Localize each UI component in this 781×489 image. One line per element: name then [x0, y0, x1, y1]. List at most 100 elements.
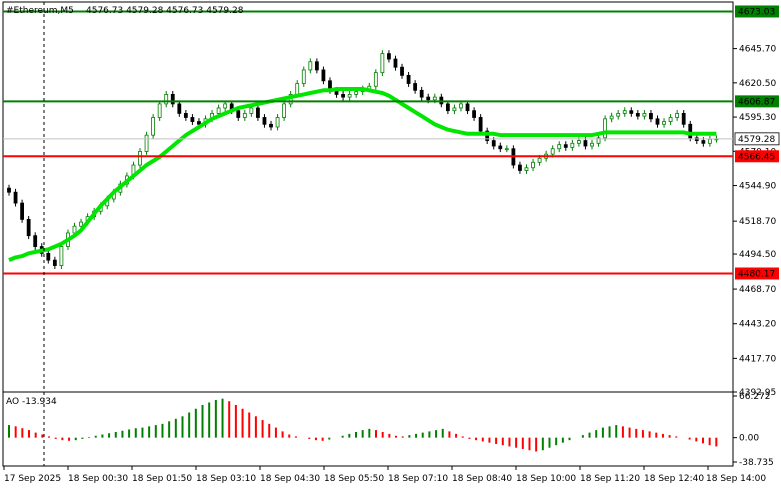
candle-body — [622, 110, 627, 114]
price-axis-label: 4494.50 — [739, 250, 776, 260]
resistance-level-tag — [735, 5, 779, 18]
ao-pane-frame — [2, 391, 734, 467]
candle-body — [321, 69, 326, 82]
candle — [563, 141, 568, 151]
candle — [419, 86, 424, 101]
candle — [635, 110, 640, 120]
time-axis-label: 18 Sep 07:10 — [388, 474, 448, 484]
candle-body — [314, 61, 319, 71]
ao-axis-label: -38.735 — [739, 458, 774, 468]
candle-body — [491, 140, 496, 147]
candle-body — [406, 74, 411, 84]
ohlc-readout: 4576.73 4579.28 4576.73 4579.28 — [86, 6, 244, 16]
candle-body — [52, 259, 57, 266]
candle-body — [256, 107, 260, 118]
candle — [269, 120, 273, 131]
candle — [531, 158, 535, 172]
candle-body — [308, 61, 313, 71]
symbol-label: #Ethereum,M5 — [6, 6, 74, 16]
candle-body — [387, 53, 391, 60]
time-axis-label: 18 Sep 10:00 — [516, 474, 576, 484]
candle — [308, 58, 313, 74]
candle — [373, 69, 378, 90]
candle-body — [576, 140, 581, 144]
candle-body — [373, 72, 378, 87]
candle — [668, 114, 673, 125]
candle — [13, 188, 18, 207]
candle-body — [419, 89, 424, 98]
time-axis-label: 18 Sep 12:40 — [644, 474, 704, 484]
time-axis-label: 18 Sep 00:30 — [68, 474, 128, 484]
time-axis-label: 18 Sep 03:10 — [196, 474, 256, 484]
candle — [570, 139, 575, 151]
candle — [7, 184, 11, 196]
candle-body — [177, 103, 182, 114]
candle-body — [478, 117, 483, 132]
candle-body — [157, 103, 162, 118]
candle — [151, 114, 156, 139]
candle — [347, 90, 352, 101]
price-axis-label: 4468.70 — [739, 285, 776, 295]
candle-body — [183, 113, 188, 118]
time-axis-label: 18 Sep 04:30 — [260, 474, 320, 484]
candle — [472, 107, 476, 121]
candle — [681, 110, 686, 128]
candle-body — [452, 107, 457, 112]
current-price-tag — [734, 132, 780, 146]
candle — [596, 134, 601, 147]
candle — [301, 66, 306, 87]
candle-body — [282, 103, 287, 118]
candle — [164, 90, 169, 108]
candle — [655, 115, 660, 128]
candle — [518, 161, 522, 174]
candle — [282, 100, 287, 121]
candle-body — [465, 103, 470, 112]
candle — [675, 110, 680, 121]
candle — [380, 50, 385, 77]
candle-body — [79, 221, 83, 227]
resistance-level-tag — [735, 95, 779, 108]
candle-body — [20, 202, 25, 220]
candle-body — [668, 117, 673, 122]
ao-pane: 66.272 0.00 -38.735 — [2, 391, 774, 468]
candle-body — [649, 113, 653, 120]
time-axis-label: 18 Sep 01:50 — [132, 474, 192, 484]
candle-body — [485, 130, 490, 141]
candle — [557, 141, 562, 153]
candle — [321, 66, 326, 85]
price-axis-label: 4417.70 — [739, 354, 776, 364]
current-price-label: 4579.28 — [738, 135, 775, 145]
ao-axis-label: 0.00 — [739, 434, 759, 444]
candle — [688, 120, 693, 142]
time-axis-label: 18 Sep 11:20 — [580, 474, 640, 484]
candle-body — [33, 235, 38, 247]
candle-body — [190, 117, 195, 122]
price-axis-label: 4645.70 — [739, 45, 776, 55]
candle-body — [400, 66, 404, 76]
candle — [20, 199, 25, 223]
candle-body — [590, 142, 594, 147]
candle — [622, 107, 627, 117]
candle-body — [341, 93, 345, 98]
ao-axis-label: 66.272 — [739, 392, 771, 402]
candle — [485, 127, 490, 144]
candle — [144, 131, 149, 155]
candle-body — [138, 151, 142, 166]
support-level-label: 4566.45 — [738, 152, 775, 162]
price-axis-label: 4595.30 — [739, 113, 776, 123]
candle — [275, 114, 280, 131]
candle — [465, 100, 470, 115]
candle-body — [707, 138, 712, 144]
candle — [341, 90, 345, 101]
candle-body — [216, 107, 221, 114]
candle — [242, 110, 247, 121]
candle-body — [354, 91, 359, 95]
candle — [138, 148, 142, 169]
candle — [603, 115, 607, 142]
candle-body — [249, 107, 254, 114]
candle-body — [550, 148, 555, 155]
candle-body — [603, 118, 607, 139]
time-axis: 17 Sep 2025 18 Sep 00:30 18 Sep 01:50 18 Se… — [3, 2, 766, 484]
candle — [26, 215, 31, 240]
